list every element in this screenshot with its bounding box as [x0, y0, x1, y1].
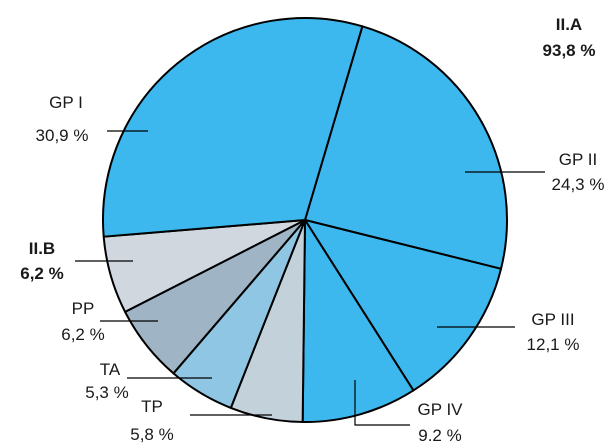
- group-label-ii-a-name: II.A: [556, 15, 582, 34]
- slice-label-pp-name: PP: [72, 299, 95, 318]
- slice-label-gp-i-name: GP I: [49, 93, 83, 112]
- slice-label-ta-value: 5,3 %: [85, 383, 128, 402]
- slice-label-gp-ii-value: 24,3 %: [552, 175, 605, 194]
- slice-label-gp-i-value: 30,9 %: [36, 126, 89, 145]
- slice-label-gp-iii-value: 12,1 %: [527, 335, 580, 354]
- group-label-ii-a-value: 93,8 %: [543, 41, 596, 60]
- slice-label-tp-name: TP: [141, 397, 163, 416]
- slice-label-pp-value: 6,2 %: [61, 325, 104, 344]
- slice-labels: GP I 30,9 % GP II 24,3 % GP III 12,1 % G…: [20, 15, 604, 443]
- leader-lines: [75, 130, 545, 426]
- leader-gp-iv: [354, 380, 410, 426]
- group-label-ii-b-value: 6,2 %: [20, 264, 63, 283]
- pie-slice-gp-iv: [301, 219, 415, 423]
- slice-label-ta-name: TA: [100, 360, 121, 379]
- pie-slices: [102, 17, 508, 423]
- slice-label-gp-ii-name: GP II: [559, 150, 597, 169]
- slice-label-gp-iii-name: GP III: [531, 310, 574, 329]
- slice-label-gp-iv-name: GP IV: [417, 400, 463, 419]
- group-label-ii-b-name: II.B: [29, 239, 55, 258]
- slice-label-tp-value: 5,8 %: [130, 425, 173, 443]
- pie-slice-gp-ii: [304, 25, 508, 270]
- pie-slice-gp-i: [102, 17, 364, 238]
- pie-slice-gp-iii: [304, 219, 503, 392]
- slice-label-gp-iv-value: 9.2 %: [418, 426, 461, 443]
